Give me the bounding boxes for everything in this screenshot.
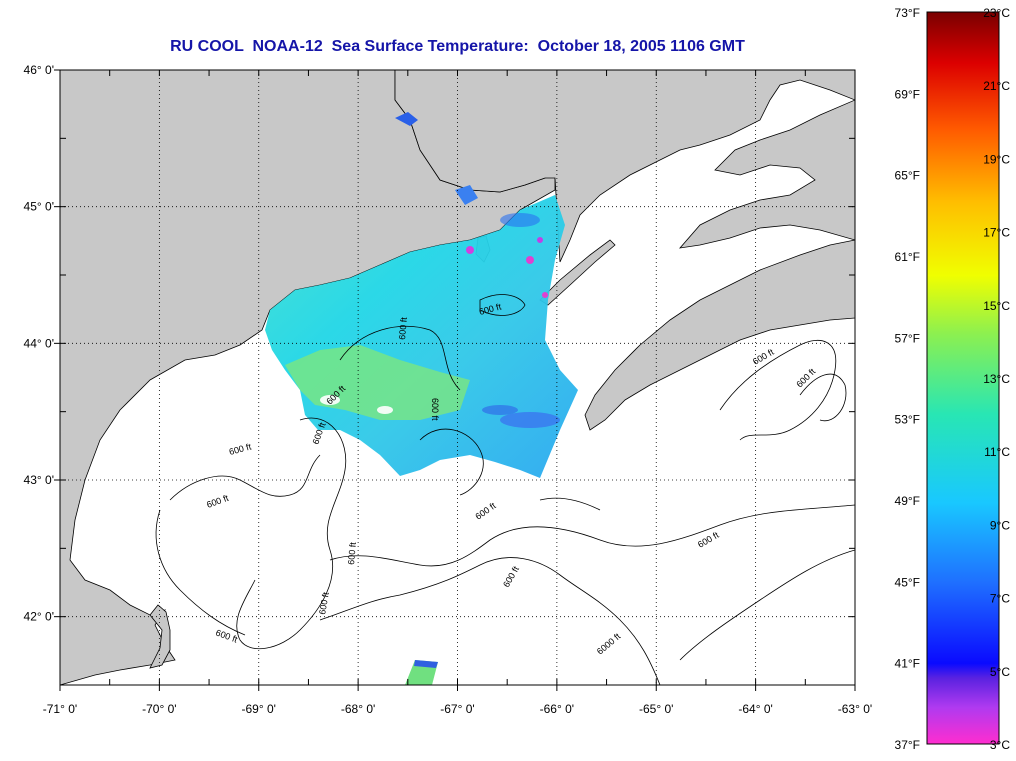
colorbar-fahrenheit-label: 65°F (895, 169, 920, 183)
colorbar-celsius-label: 13°C (983, 372, 1010, 386)
colorbar-celsius-label: 15°C (983, 299, 1010, 313)
latitude-tick-label: 43° 0' (24, 473, 54, 487)
colorbar-celsius-label: 17°C (983, 226, 1010, 240)
colorbar-fahrenheit-label: 49°F (895, 494, 920, 508)
latitude-tick-label: 46° 0' (24, 63, 54, 77)
land-cape-cod (149, 604, 171, 669)
sst-cool-streak (500, 213, 540, 227)
land-new-brunswick (394, 70, 855, 263)
colorbar-fahrenheit-label: 45°F (895, 575, 920, 589)
contour-label: 600 ft (397, 316, 409, 340)
colorbar-celsius-labels: 23°C 21°C 19°C 17°C 15°C 13°C 11°C 9°C 7°C 5°C 3°C (983, 6, 1010, 752)
latitude-tick-label: 44° 0' (24, 336, 54, 350)
sst-cold-pixel (537, 237, 543, 243)
longitude-tick-label: -64° 0' (738, 702, 772, 716)
map-area: 600 ft 600 ft 600 ft 600 ft 600 ft 600 f… (60, 70, 855, 685)
longitude-tick-label: -63° 0' (838, 702, 872, 716)
longitude-tick-label: -66° 0' (540, 702, 574, 716)
contour-label: 600 ft (346, 541, 358, 565)
sst-north-patch (455, 185, 478, 205)
colorbar-celsius-label: 9°C (990, 518, 1010, 532)
colorbar-fahrenheit-label: 73°F (895, 6, 920, 20)
longitude-tick-label: -67° 0' (440, 702, 474, 716)
map-title: RU COOL NOAA-12 Sea Surface Temperature:… (170, 38, 745, 55)
longitude-tick-label: -71° 0' (43, 702, 77, 716)
colorbar-fahrenheit-label: 69°F (895, 87, 920, 101)
map-grid (60, 70, 855, 685)
lake-patch (395, 112, 418, 126)
sst-cold-pixel (542, 292, 548, 298)
cloud-gap (320, 395, 340, 405)
bathymetry-contours (155, 294, 855, 685)
sst-cool-streak (482, 405, 518, 415)
longitude-tick-label: -68° 0' (341, 702, 375, 716)
colorbar-fahrenheit-label: 41°F (895, 657, 920, 671)
longitude-labels: -71° 0' -70° 0' -69° 0' -68° 0' -67° 0' -66° … (43, 702, 872, 716)
sst-cool-streak (500, 412, 560, 428)
land-upper-nova-scotia (678, 99, 855, 249)
longitude-tick-label: -70° 0' (142, 702, 176, 716)
colorbar-celsius-label: 7°C (990, 592, 1010, 606)
map-ticks (54, 69, 856, 691)
colorbar-fahrenheit-label: 57°F (895, 331, 920, 345)
colorbar-celsius-label: 23°C (983, 6, 1010, 20)
cloud-gap (377, 406, 393, 414)
contour-label: 600 ft (430, 398, 440, 421)
sst-cold-pixel (466, 246, 474, 254)
latitude-tick-label: 42° 0' (24, 610, 54, 624)
colorbar-celsius-label: 21°C (983, 79, 1010, 93)
longitude-tick-label: -69° 0' (242, 702, 276, 716)
colorbar-fahrenheit-labels: 73°F 69°F 65°F 61°F 57°F 53°F 49°F 45°F 41°F 37°F (895, 6, 920, 752)
sst-swath-bottom-edge (414, 660, 438, 668)
longitude-tick-label: -65° 0' (639, 702, 673, 716)
land-digby-neck (539, 239, 616, 306)
colorbar-celsius-label: 3°C (990, 738, 1010, 752)
colorbar-celsius-label: 19°C (983, 152, 1010, 166)
colorbar-celsius-label: 11°C (984, 445, 1010, 459)
latitude-tick-label: 45° 0' (24, 200, 54, 214)
colorbar-fahrenheit-label: 61°F (895, 250, 920, 264)
contour-label: 600 ft (317, 591, 331, 615)
colorbar-celsius-label: 5°C (990, 665, 1010, 679)
colorbar-fahrenheit-label: 37°F (895, 738, 920, 752)
colorbar (926, 11, 1000, 745)
colorbar-fahrenheit-label: 53°F (895, 413, 920, 427)
sst-cold-pixel (526, 256, 534, 264)
land-nova-scotia (584, 239, 855, 431)
latitude-labels: 46° 0' 45° 0' 44° 0' 43° 0' 42° 0' (24, 63, 54, 624)
